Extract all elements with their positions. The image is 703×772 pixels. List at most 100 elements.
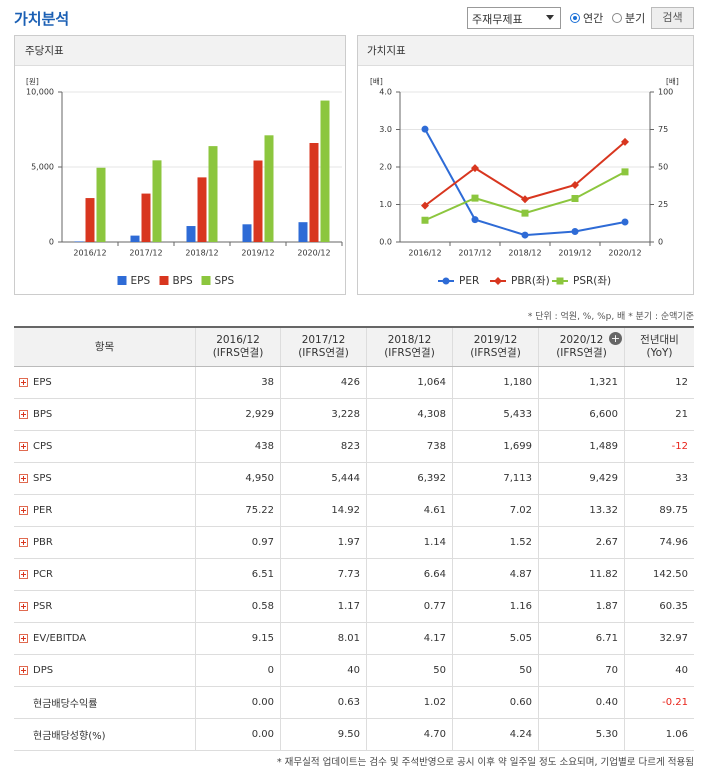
y2-tick-label: 100 <box>658 88 673 97</box>
value-cell: 1.97 <box>280 527 366 558</box>
value-cell: 1.02 <box>366 687 452 718</box>
panel <box>357 35 694 295</box>
legend-label: EPS <box>131 275 151 287</box>
marker <box>521 195 529 204</box>
header-text: 전년대비 <box>640 334 679 346</box>
value-cell: 823 <box>280 431 366 462</box>
marker <box>621 168 629 176</box>
marker <box>471 164 479 173</box>
header-cell: 2018/12 (IFRS연결) <box>366 328 452 366</box>
expand-icon[interactable] <box>19 378 28 387</box>
header-text: 항목 <box>94 340 115 353</box>
expand-icon[interactable] <box>19 538 28 547</box>
charts: 주당지표 [원] 0 5,000 10,000 2016/12 2017/12 2018/12… <box>14 35 694 295</box>
marker <box>421 201 429 210</box>
marker <box>421 216 429 224</box>
value-cell: 12 <box>624 367 694 398</box>
bar <box>298 222 308 242</box>
x-tick-label: 2018/12 <box>185 249 218 258</box>
value-cell: 0 <box>195 655 280 686</box>
search-button[interactable]: 검색 <box>651 7 694 29</box>
row-label-cell: PSR <box>14 591 195 622</box>
x-tick-label: 2019/12 <box>241 249 274 258</box>
value-cell: 7.02 <box>452 495 538 526</box>
radio-label: 연간 <box>583 12 604 25</box>
expand-icon[interactable] <box>19 634 28 643</box>
quarter-radio[interactable]: 분기 <box>612 10 645 26</box>
row-label-cell: PBR <box>14 527 195 558</box>
legend-swatch <box>159 276 169 285</box>
expand-icon[interactable] <box>19 666 28 675</box>
bar <box>320 100 330 242</box>
radio-dot <box>570 13 580 23</box>
value-cell: -12 <box>624 431 694 462</box>
value-cell: 0.58 <box>195 591 280 622</box>
row-label-cell: SPS <box>14 463 195 494</box>
row-label: SPS <box>33 473 52 484</box>
value-cell: 50 <box>366 655 452 686</box>
table-row: EPS 38 426 1,064 1,180 1,321 12 <box>14 367 694 399</box>
marker <box>556 277 564 285</box>
annual-radio[interactable]: 연간 <box>570 10 603 26</box>
bar <box>242 224 252 242</box>
value-cell: 9.50 <box>280 719 366 750</box>
y-tick-label: 0.0 <box>379 238 392 247</box>
unit-note: * 단위 : 억원, %, %p, 배 * 분기 : 순액기준 <box>527 312 694 322</box>
value-cell: 2,929 <box>195 399 280 430</box>
value-cell: 60.35 <box>624 591 694 622</box>
row-label: PER <box>33 505 53 516</box>
value-cell: 9.15 <box>195 623 280 654</box>
page-title: 가치분석 <box>14 10 70 28</box>
expand-icon[interactable] <box>19 442 28 451</box>
value-cell: 1,699 <box>452 431 538 462</box>
marker <box>442 277 450 285</box>
row-label-cell: DPS <box>14 655 195 686</box>
expand-icon[interactable] <box>19 602 28 611</box>
bar <box>253 160 263 242</box>
header-text: 2016/12 <box>216 334 260 346</box>
value-cell: 6.51 <box>195 559 280 590</box>
y-unit: [원] <box>26 77 39 86</box>
value-cell: 0.00 <box>195 687 280 718</box>
header-text: 2020/12 <box>559 334 604 346</box>
legend-label: BPS <box>173 275 194 287</box>
table-row: BPS 2,929 3,228 4,308 5,433 6,600 21 <box>14 399 694 431</box>
expand-icon[interactable] <box>19 506 28 515</box>
value-cell: 1,180 <box>452 367 538 398</box>
bar <box>85 198 95 242</box>
value-cell: 6.71 <box>538 623 624 654</box>
value-cell: 1.17 <box>280 591 366 622</box>
value-cell: 438 <box>195 431 280 462</box>
row-label: PCR <box>33 569 53 580</box>
value-cell: 40 <box>624 655 694 686</box>
row-label: 현금배당수익률 <box>33 699 98 710</box>
radio-dot <box>612 13 622 23</box>
legend-label: SPS <box>215 275 235 287</box>
value-cell: 74.96 <box>624 527 694 558</box>
y-tick-label: 1.0 <box>379 200 392 209</box>
y-tick-label: 3.0 <box>379 125 392 134</box>
y-tick-label: 5,000 <box>31 163 54 172</box>
statement-select[interactable]: 주재무제표 <box>467 7 561 29</box>
y-tick-label: 2.0 <box>379 163 392 172</box>
expand-icon[interactable] <box>19 474 28 483</box>
header-cell: 항목 <box>14 328 195 366</box>
header-text: (IFRS연결) <box>212 347 264 359</box>
expand-icon[interactable] <box>19 570 28 579</box>
value-cell: 142.50 <box>624 559 694 590</box>
value-cell: 1,489 <box>538 431 624 462</box>
legend-swatch <box>117 276 127 285</box>
expand-columns[interactable]: + <box>609 332 622 345</box>
value-cell: 14.92 <box>280 495 366 526</box>
bar <box>186 226 196 242</box>
value-cell: 7.73 <box>280 559 366 590</box>
panel <box>14 35 346 295</box>
expand-icon[interactable] <box>19 410 28 419</box>
value-cell: 6,392 <box>366 463 452 494</box>
y-tick-label: 4.0 <box>379 88 392 97</box>
y2-tick-label: 0 <box>658 238 663 247</box>
table-row: SPS 4,950 5,444 6,392 7,113 9,429 33 <box>14 463 694 495</box>
row-label-cell: EPS <box>14 367 195 398</box>
legend-label: PER <box>459 275 479 287</box>
